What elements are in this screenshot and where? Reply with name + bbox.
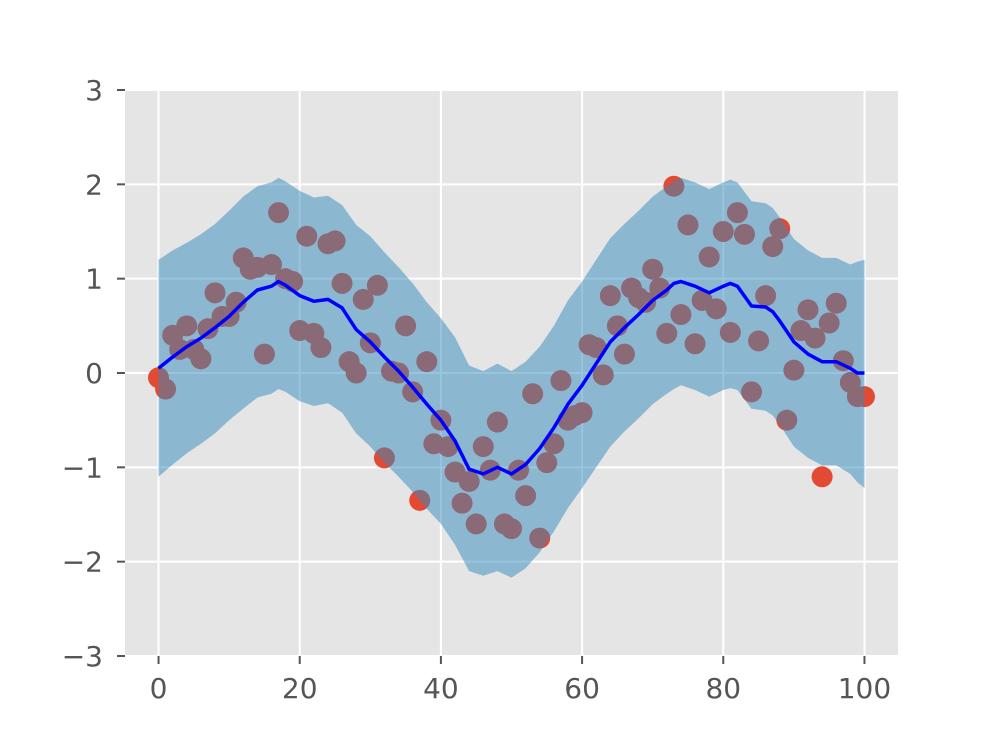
y-tick-label: −2 xyxy=(62,546,103,579)
data-point xyxy=(811,466,833,488)
x-tick-label: 100 xyxy=(838,672,891,705)
mean-curve xyxy=(157,279,865,476)
mean-line xyxy=(157,279,865,476)
y-tick-label: 2 xyxy=(85,168,103,201)
y-tick-label: −1 xyxy=(62,451,103,484)
axes: 0 20 40 60 80 100 −3 −2 −1 0 1 2 3 xyxy=(62,74,891,705)
x-tick-label: 20 xyxy=(282,672,318,705)
x-tick-label: 0 xyxy=(150,672,168,705)
y-tick-label: −3 xyxy=(62,640,103,673)
x-tick-label: 60 xyxy=(564,672,600,705)
y-tick-label: 3 xyxy=(85,74,103,107)
confidence-band xyxy=(158,177,865,578)
y-tick-label: 1 xyxy=(85,263,103,296)
uncertainty-band xyxy=(158,177,865,578)
x-tick-label: 40 xyxy=(423,672,459,705)
x-tick-label: 80 xyxy=(705,672,741,705)
y-tick-label: 0 xyxy=(85,357,103,390)
